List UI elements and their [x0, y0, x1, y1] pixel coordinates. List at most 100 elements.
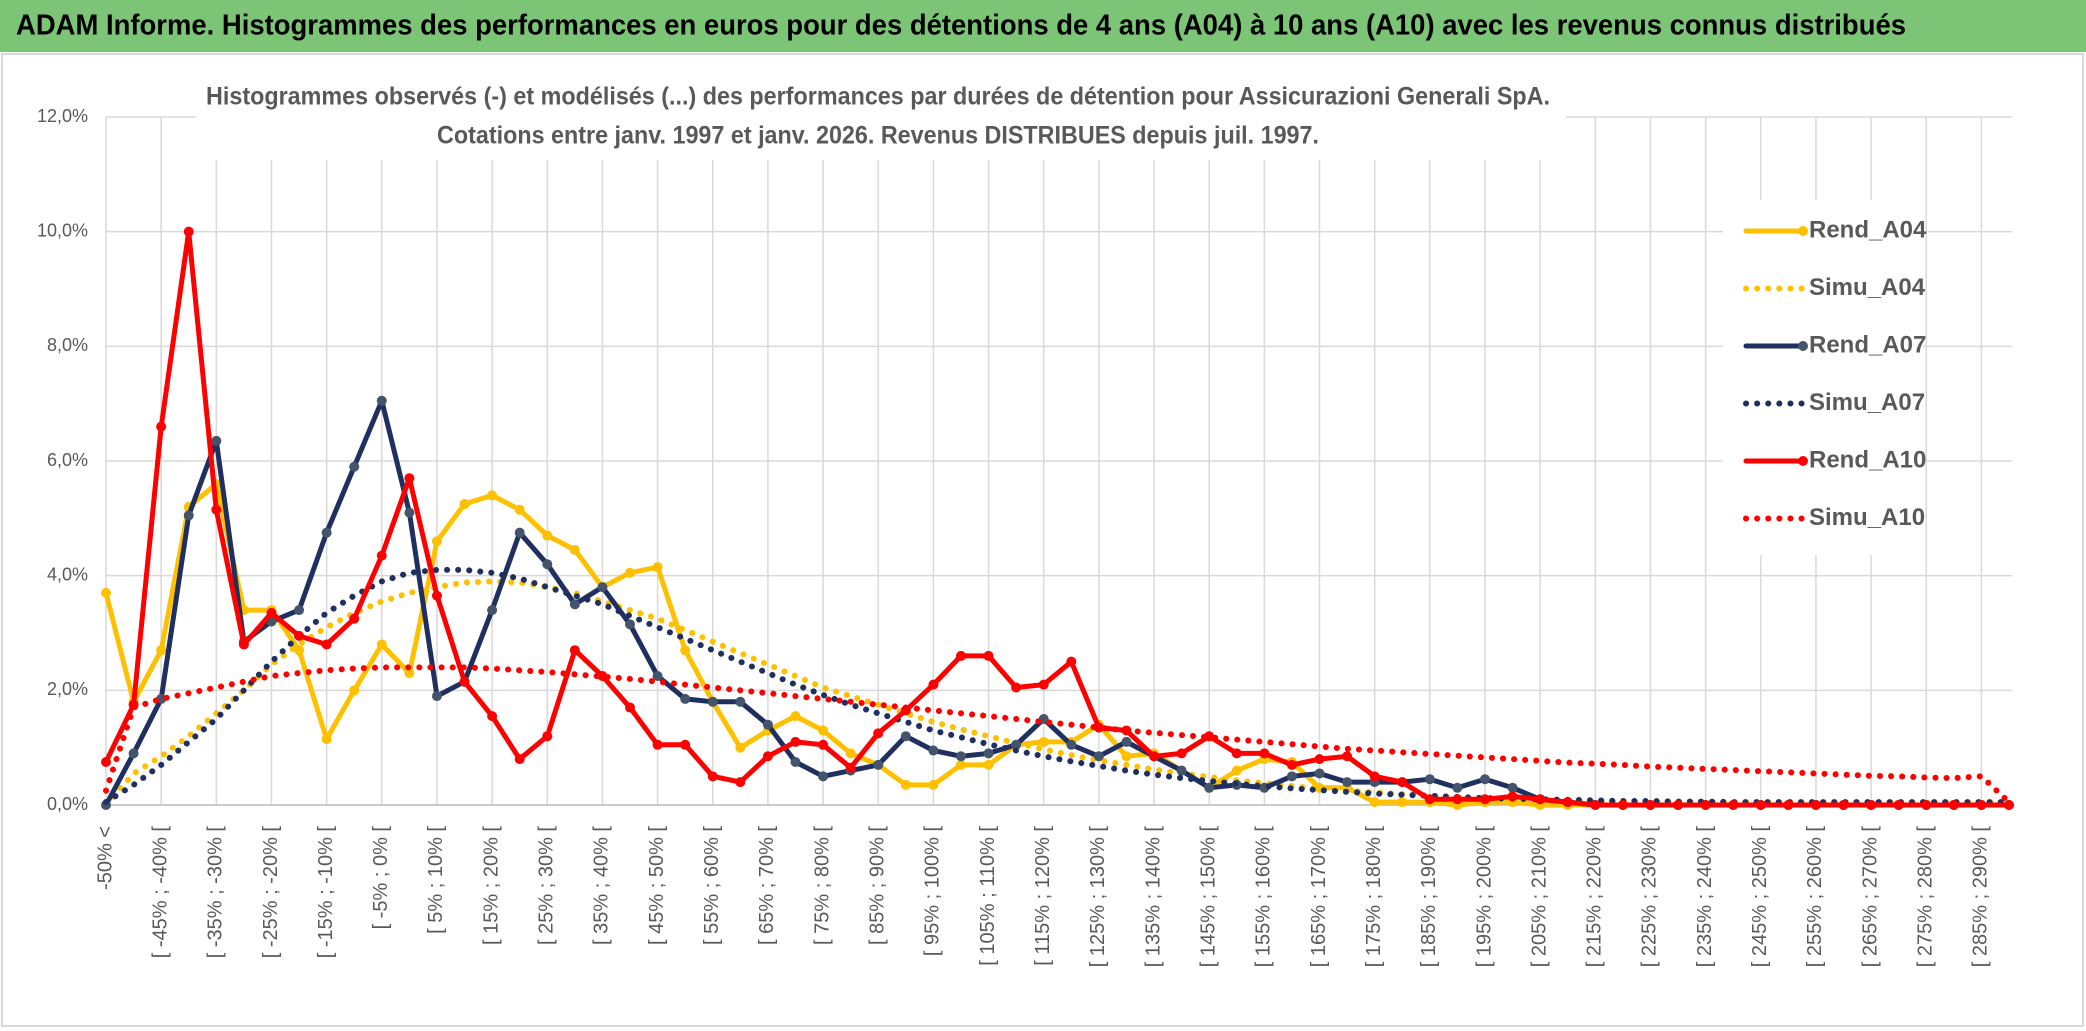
data-point: [266, 607, 277, 618]
data-point: [349, 613, 360, 624]
x-tick-label: [ 245% ; 250% [: [1749, 826, 1771, 968]
data-point: [431, 691, 442, 702]
data-point: [873, 728, 884, 739]
data-point: [625, 702, 636, 713]
data-point: [1948, 800, 1959, 810]
data-point: [1645, 800, 1656, 810]
data-point: [1286, 759, 1297, 770]
data-point: [1176, 765, 1187, 776]
data-point: [101, 757, 111, 767]
data-point: [1562, 797, 1573, 808]
x-tick-label: [ -25% ; -20% [: [260, 826, 282, 959]
data-point: [321, 527, 332, 538]
data-point: [735, 777, 746, 788]
x-tick-label: [ 95% ; 100% [: [922, 826, 944, 957]
data-point: [1507, 791, 1518, 802]
x-tick-label: [ 215% ; 220% [: [1584, 826, 1606, 968]
data-point: [238, 639, 249, 650]
data-point: [845, 748, 856, 759]
data-point: [183, 510, 194, 521]
legend-label: Simu_A04: [1809, 274, 1926, 301]
data-point: [818, 771, 829, 782]
data-point: [1728, 800, 1739, 810]
legend-label: Rend_A07: [1809, 331, 1926, 358]
x-tick-label: [ 65% ; 70% [: [756, 826, 778, 945]
data-point: [487, 605, 498, 616]
data-point: [625, 619, 636, 630]
data-point: [983, 748, 994, 759]
data-point: [1452, 782, 1463, 793]
data-point: [1397, 777, 1408, 788]
data-point: [1838, 800, 1849, 810]
chart-frame: [1, 53, 2084, 1027]
data-point: [900, 779, 911, 790]
data-point: [680, 739, 691, 750]
data-point: [818, 725, 829, 736]
data-point: [2004, 800, 2014, 810]
data-point: [128, 748, 139, 759]
data-point: [1342, 751, 1353, 762]
x-tick-label: [ 45% ; 50% [: [646, 826, 668, 945]
x-tick-label: -50% <: [94, 826, 116, 890]
y-tick-label: 2,0%: [47, 679, 88, 699]
data-point: [1755, 800, 1766, 810]
data-point: [845, 762, 856, 773]
x-tick-label: [ 195% ; 200% [: [1473, 826, 1495, 968]
data-point: [790, 757, 801, 767]
data-point: [735, 696, 746, 707]
data-point: [983, 650, 994, 661]
data-point: [597, 582, 608, 593]
y-tick-label: 8,0%: [47, 335, 88, 355]
x-tick-label: [ 235% ; 240% [: [1694, 826, 1716, 968]
data-point: [955, 751, 966, 762]
data-point: [1424, 774, 1435, 785]
data-point: [321, 639, 332, 650]
data-point: [597, 671, 608, 681]
data-point: [459, 499, 470, 509]
data-point: [680, 693, 691, 704]
x-tick-label: [ 145% ; 150% [: [1197, 826, 1219, 968]
legend-label: Rend_A10: [1809, 446, 1926, 473]
data-point: [542, 530, 553, 541]
data-point: [1011, 682, 1022, 693]
data-point: [1921, 800, 1932, 810]
y-tick-label: 4,0%: [47, 564, 88, 584]
data-point: [1783, 800, 1794, 810]
data-point: [1149, 751, 1160, 762]
legend-marker: [1798, 226, 1808, 236]
data-point: [542, 559, 553, 570]
data-point: [762, 719, 773, 730]
title-background: [196, 76, 1566, 160]
data-point: [376, 550, 387, 561]
data-point: [873, 759, 884, 770]
x-tick-label: [ 285% ; 290% [: [1970, 826, 1992, 968]
data-point: [1066, 739, 1077, 750]
data-point: [625, 567, 636, 578]
data-point: [818, 739, 829, 750]
data-point: [156, 421, 167, 432]
x-tick-label: [ 5% ; 10% [: [425, 826, 447, 934]
legend-label: Simu_A07: [1809, 389, 1925, 416]
legend: Rend_A04 Simu_A04 Rend_A07 Simu_A07 Rend_A10…: [1723, 200, 1927, 555]
x-tick-label: [ 205% ; 210% [: [1528, 826, 1550, 968]
data-point: [1507, 782, 1518, 793]
x-tick-label: [ 225% ; 230% [: [1639, 826, 1661, 968]
data-point: [1673, 800, 1684, 810]
data-point: [1176, 748, 1187, 759]
data-point: [1259, 748, 1270, 759]
data-point: [376, 639, 387, 650]
x-tick-label: [ 265% ; 270% [: [1859, 826, 1881, 968]
x-tick-label: [ 125% ; 130% [: [1087, 826, 1109, 968]
data-point: [1479, 794, 1490, 805]
plot-area: -50% < [ -45% ; -40% [[ -35% ; -30% [[ -2…: [37, 106, 2014, 967]
legend-marker: [1798, 341, 1808, 351]
x-tick-label: [ 255% ; 260% [: [1804, 826, 1826, 968]
data-point: [349, 461, 360, 472]
data-point: [183, 226, 194, 237]
data-point: [1976, 800, 1987, 810]
x-tick-label: [ 135% ; 140% [: [1142, 826, 1164, 968]
data-point: [294, 645, 305, 656]
x-tick-label: [ 275% ; 280% [: [1915, 826, 1937, 968]
y-tick-label: 0,0%: [47, 794, 88, 814]
